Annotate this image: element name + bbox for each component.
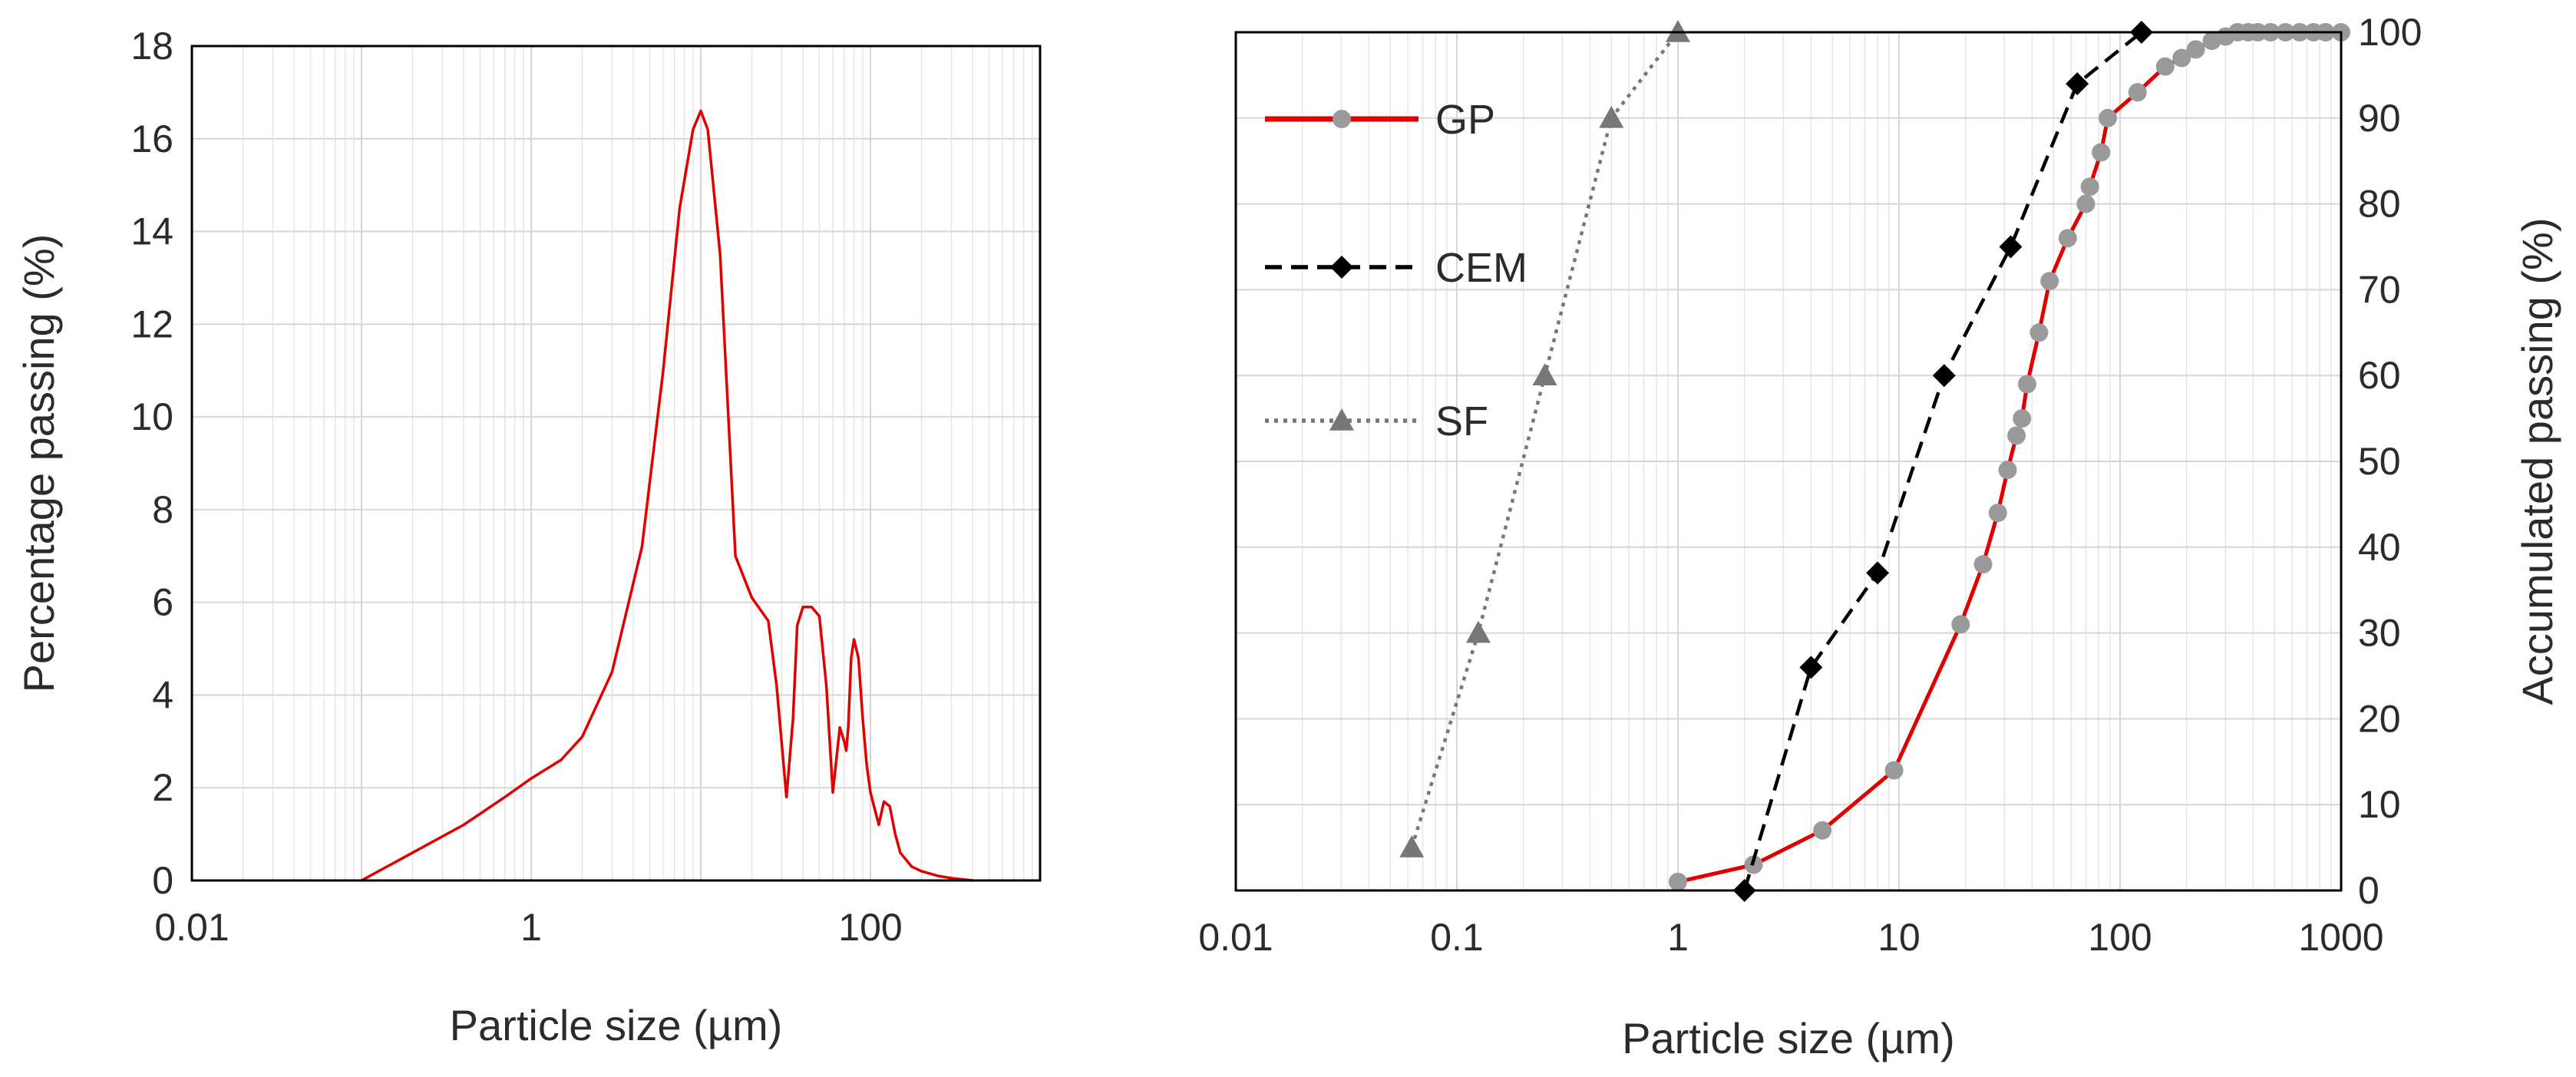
point-gp [2092, 143, 2111, 162]
x-tick-label: 0.01 [154, 906, 229, 949]
point-sf [1599, 105, 1624, 128]
left-gridlines [191, 45, 1041, 881]
x-tick-label: 1 [520, 906, 542, 949]
right-gridlines [1235, 31, 2342, 891]
y-tick-label: 4 [152, 673, 173, 716]
point-gp [2058, 229, 2077, 248]
point-gp [2080, 177, 2099, 197]
point-gp [1998, 461, 2017, 480]
y-tick-label: 40 [2358, 526, 2401, 569]
x-tick-label: 1000 [2298, 916, 2383, 959]
y-tick-label: 50 [2358, 440, 2401, 483]
series-cem [1732, 21, 2153, 902]
point-gp [2128, 83, 2147, 102]
y-tick-label: 10 [2358, 783, 2401, 826]
legend-marker-cem [1330, 256, 1353, 279]
point-gp [1813, 821, 1832, 840]
point-gp [2013, 409, 2032, 428]
point-sf [1532, 363, 1557, 385]
point-gp [2040, 272, 2059, 291]
right-y-tick-labels: 0 10 20 30 40 50 60 70 80 90 100 [2358, 11, 2422, 912]
point-cem [1999, 235, 2023, 259]
y-tick-label: 6 [152, 581, 173, 624]
point-cem [1866, 561, 1890, 585]
y-tick-label: 80 [2358, 183, 2401, 226]
series-sf [1399, 20, 1690, 857]
right-plot-frame [1234, 31, 2343, 892]
y-tick-label: 0 [152, 859, 173, 902]
y-tick-label: 2 [152, 766, 173, 809]
point-gp [1884, 761, 1904, 780]
y-tick-label: 70 [2358, 268, 2401, 311]
y-tick-label: 10 [130, 395, 173, 438]
series-gp [1669, 23, 2350, 891]
point-sf [1465, 620, 1491, 643]
left-series [361, 109, 973, 882]
point-gp [1951, 615, 1970, 634]
point-cem [1932, 364, 1956, 388]
x-tick-label: 100 [838, 906, 902, 949]
y-tick-label: 0 [2358, 869, 2379, 912]
legend-marker-sf [1329, 408, 1354, 431]
point-gp [2029, 323, 2049, 342]
point-gp [1988, 504, 2007, 523]
series-line-gp [1677, 30, 2341, 884]
legend-label-cem: CEM [1435, 245, 1527, 291]
left-x-tick-labels: 0.01 1 100 [154, 906, 902, 949]
left-plot-frame [190, 45, 1042, 882]
point-gp [2076, 194, 2095, 213]
x-tick-label: 1 [1667, 916, 1689, 959]
y-tick-label: 12 [130, 302, 173, 345]
left-y-tick-labels: 0 2 4 6 8 10 12 14 16 18 [130, 25, 173, 902]
legend: GP CEM SF [1265, 97, 1527, 444]
point-cem [1799, 656, 1823, 679]
point-gp [2007, 426, 2026, 445]
right-x-axis-title: Particle size (µm) [1622, 1014, 1955, 1062]
left-y-axis-title: Percentage passing (%) [15, 234, 63, 693]
legend-item-gp: GP [1265, 97, 1495, 143]
point-gp [2155, 57, 2175, 76]
x-tick-label: 10 [1878, 916, 1920, 959]
y-tick-label: 60 [2358, 354, 2401, 397]
chart-right: 0.01 0.1 1 10 100 1000 0 10 20 30 40 50 60 70 80 90 100… [1198, 11, 2561, 1062]
point-sf [1399, 835, 1425, 857]
x-tick-label: 0.01 [1198, 916, 1273, 959]
legend-item-sf: SF [1265, 398, 1488, 444]
y-tick-label: 90 [2358, 97, 2401, 140]
right-y-axis-title: Accumulated passing (%) [2513, 218, 2561, 705]
series-line-percentage-passing [361, 109, 973, 882]
y-tick-label: 16 [130, 117, 173, 160]
point-sf [1666, 20, 1690, 42]
x-tick-label: 100 [2088, 916, 2152, 959]
point-gp [1973, 555, 1993, 574]
x-tick-label: 0.1 [1430, 916, 1484, 959]
y-tick-label: 100 [2358, 11, 2422, 54]
chart-left: 0.01 1 100 0 2 4 6 8 10 12 14 16 18 Particle size (… [15, 25, 1042, 1049]
legend-label-gp: GP [1435, 97, 1495, 143]
point-gp [1669, 872, 1687, 891]
point-cem [2066, 72, 2089, 96]
point-gp [2099, 108, 2118, 127]
y-tick-label: 14 [130, 210, 173, 253]
point-gp [2017, 375, 2036, 394]
left-x-axis-title: Particle size (µm) [450, 1001, 783, 1049]
y-tick-label: 30 [2358, 612, 2401, 655]
right-series [1399, 20, 2350, 902]
y-tick-label: 18 [130, 25, 173, 68]
right-x-tick-labels: 0.01 0.1 1 10 100 1000 [1198, 916, 2383, 959]
legend-item-cem: CEM [1265, 245, 1527, 291]
legend-label-sf: SF [1435, 398, 1488, 444]
point-gp [2186, 40, 2205, 59]
y-tick-label: 8 [152, 488, 173, 531]
y-tick-label: 20 [2358, 697, 2401, 740]
legend-marker-gp [1333, 110, 1351, 128]
point-gp [2172, 48, 2191, 68]
